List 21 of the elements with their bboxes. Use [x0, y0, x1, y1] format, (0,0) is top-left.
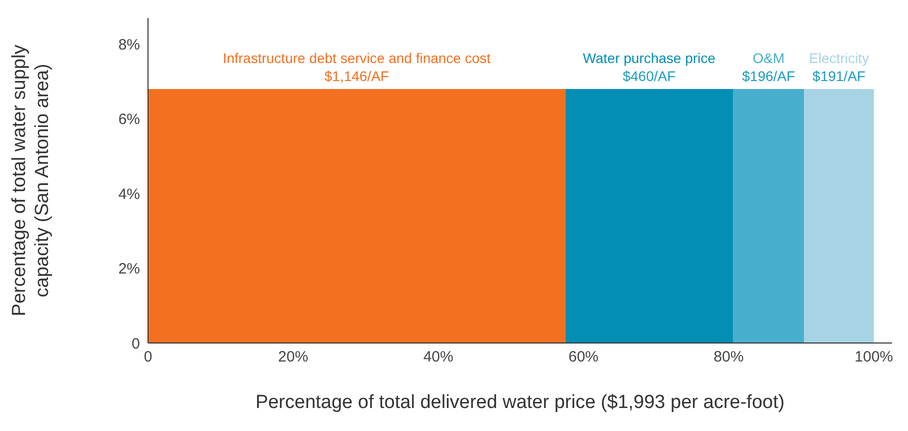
annotation: $460/AF: [622, 68, 676, 84]
x-tick-label: 60%: [568, 348, 599, 366]
x-tick-label: 40%: [423, 348, 454, 366]
series-label: O&M: [752, 50, 785, 66]
y-tick-label: 6%: [118, 111, 140, 128]
y-axis-title: Percentage of total water supply capacity (San Antonio area): [9, 44, 53, 316]
x-tick-label: 80%: [714, 348, 744, 366]
x-axis-title: Percentage of total delivered water price ($1,993 per acre-foot): [255, 392, 785, 413]
x-tick-label: 0: [144, 348, 152, 366]
x-tick-label: 20%: [278, 348, 308, 366]
series-label: Water purchase price: [582, 50, 716, 66]
y-tick-label: 2%: [118, 260, 140, 278]
y-tick-label: 4%: [118, 186, 140, 203]
series-label: Electricity: [809, 50, 869, 66]
y-tick-label: 0: [132, 335, 140, 352]
series-label: Infrastructure debt service and finance cost: [222, 50, 491, 66]
y-tick-label: 8%: [118, 36, 140, 54]
x-tick-label: 100%: [854, 348, 894, 366]
annotation: $1,146/AF: [324, 68, 389, 84]
annotation: $191/AF: [812, 68, 866, 84]
annotation: $196/AF: [742, 68, 796, 84]
